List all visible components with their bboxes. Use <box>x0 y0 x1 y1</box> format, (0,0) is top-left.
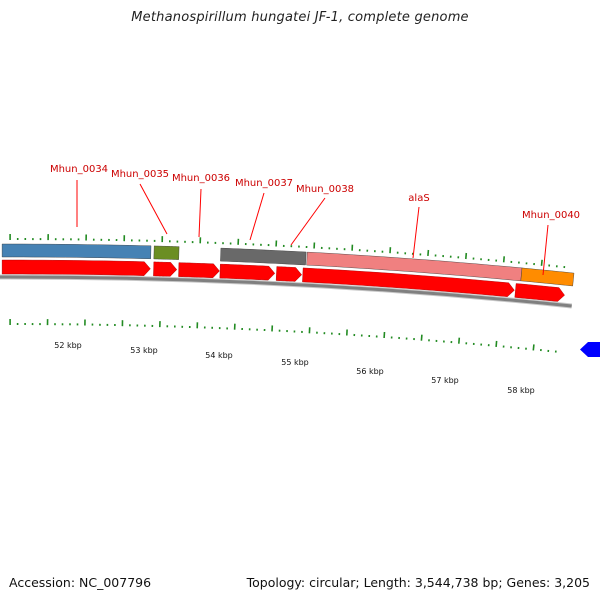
label-leader-line <box>412 206 420 259</box>
label-leader-line <box>542 224 549 276</box>
gene-feature-mhun_0035[interactable] <box>153 245 180 260</box>
cds-arrow[interactable] <box>153 261 178 277</box>
gene-features <box>1 243 575 287</box>
scale-label: 54 kbp <box>205 351 233 360</box>
tick-mark <box>532 344 535 351</box>
gene-label-mhun_0035[interactable]: Mhun_0035 <box>111 169 169 180</box>
tick-mark <box>420 334 423 341</box>
scale-label: 53 kbp <box>130 346 158 355</box>
label-leader-line <box>249 192 265 241</box>
gene-feature-mhun_0034[interactable] <box>1 243 152 260</box>
tick-mark <box>495 340 498 347</box>
cds-arrow[interactable] <box>178 262 220 279</box>
gene-label-mhun_0037[interactable]: Mhun_0037 <box>235 178 293 189</box>
scale-label: 55 kbp <box>281 358 309 367</box>
cds-arrow[interactable] <box>302 267 515 297</box>
genome-backbone <box>0 275 572 308</box>
tick-mark <box>458 337 461 344</box>
gene-label-mhun_0038[interactable]: Mhun_0038 <box>296 184 354 195</box>
cds-arrow[interactable] <box>275 266 302 282</box>
tick-mark <box>540 259 543 266</box>
genome-summary: Topology: circular; Length: 3,544,738 bp… <box>246 575 590 590</box>
label-leader-line <box>290 197 326 246</box>
cds-arrow[interactable] <box>219 263 276 281</box>
cds-arrow[interactable] <box>1 259 151 276</box>
tick-mark <box>465 252 468 260</box>
outer-tick-ring <box>9 234 566 269</box>
gene-label-mhun_0036[interactable]: Mhun_0036 <box>172 173 230 184</box>
label-leader-line <box>198 188 202 238</box>
offscreen-feature-arrow[interactable] <box>580 342 600 357</box>
tick-mark <box>427 249 430 256</box>
scale-label: 58 kbp <box>507 386 535 395</box>
gene-labels: Mhun_0034 Mhun_0035 Mhun_0036 Mhun_0037Mhun… <box>50 164 580 276</box>
gene-feature-mhun_0037[interactable] <box>220 247 307 266</box>
genome-title: Methanospirillum hungatei JF-1, complete… <box>131 10 469 25</box>
scale-label: 56 kbp <box>356 367 384 376</box>
tick-mark <box>502 256 505 263</box>
gene-label-mhun_0034[interactable]: Mhun_0034 <box>50 164 108 175</box>
scale-label: 52 kbp <box>54 341 82 350</box>
inner-tick-ring <box>9 319 557 353</box>
gene-feature-mhun_0040[interactable] <box>520 267 575 287</box>
label-leader-line <box>139 183 168 235</box>
gene-label-alas[interactable]: alaS <box>408 193 429 204</box>
scale-labels: 52 kbp 53 kbp 54 kbp 55 kbp 56 kbp 57 kbp 58 k… <box>54 341 535 395</box>
cds-arrows <box>1 259 565 302</box>
scale-label: 57 kbp <box>431 376 459 385</box>
cds-arrow[interactable] <box>514 283 565 302</box>
accession-label: Accession: NC_007796 <box>9 575 152 590</box>
gene-label-mhun_0040[interactable]: Mhun_0040 <box>522 210 580 221</box>
